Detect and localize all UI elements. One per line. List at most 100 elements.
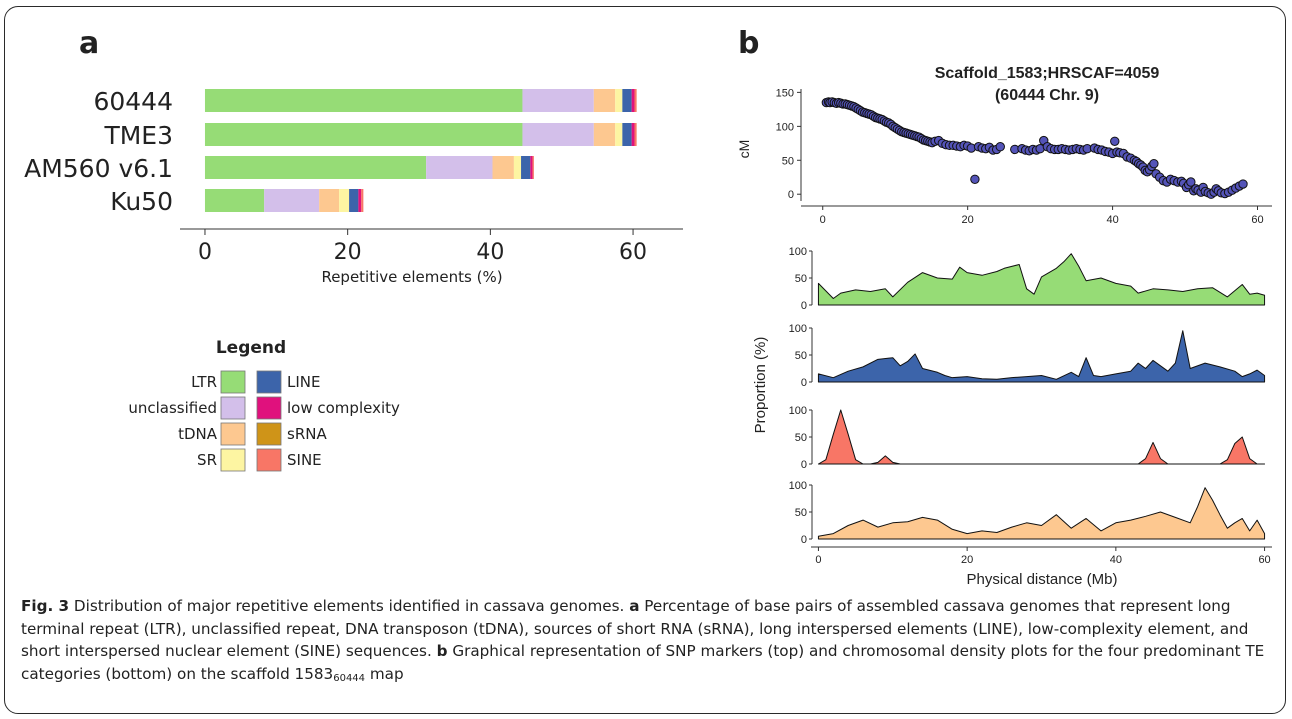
density-sine-y-tick-label-0: 0 <box>801 459 807 471</box>
bar-60444-ltr <box>204 89 523 112</box>
scatter-x-tick-label-60: 60 <box>1251 214 1263 226</box>
panel-a: a 60444 TME3 AM560 v6.1 Ku50 0 20 40 60 Repetit… <box>24 26 683 472</box>
legend-label-unclassified: unclassified <box>128 399 217 417</box>
scatter-y-tick-label-100: 100 <box>776 121 794 133</box>
x-tick-label-60: 60 <box>619 240 647 265</box>
x-tick-label-20: 20 <box>334 240 362 265</box>
scatter-y-tick-label-0: 0 <box>788 189 794 201</box>
density-area-tdna <box>817 487 1266 540</box>
bar-ku50-sine <box>361 189 364 212</box>
scatter-x-tick-label-40: 40 <box>1106 214 1118 226</box>
density-area-ltr <box>817 253 1266 306</box>
bar-tme3-tdna <box>593 123 616 146</box>
bar-60444-unclassified <box>522 89 594 112</box>
density-tdna-y-tick-label-100: 100 <box>789 480 807 492</box>
caption-text-2: Percentage of base pairs of assembled ca… <box>21 597 1249 661</box>
scatter-x-tick-label-0: 0 <box>820 214 826 226</box>
caption-text-4: map <box>365 664 404 683</box>
bar-am560-v6-1-ltr <box>204 156 427 179</box>
legend-label-srna: sRNA <box>287 425 327 443</box>
panel-b-label: b <box>738 26 759 61</box>
caption-subscript: 60444 <box>333 672 366 684</box>
legend-swatch-low-complexity <box>256 396 282 420</box>
bar-tme3-line <box>622 123 632 146</box>
legend-label-ltr: LTR <box>191 373 217 391</box>
bar-am560-v6-1-low-complexity <box>530 156 533 179</box>
caption-fig-label: Fig. 3 <box>21 597 70 615</box>
bar-chart: 60444 TME3 AM560 v6.1 Ku50 0 20 40 60 <box>24 87 683 265</box>
density-y-label: Proportion (%) <box>752 337 769 434</box>
density-line-y-tick-label-0: 0 <box>801 377 807 389</box>
legend-label-low-complexity: low complexity <box>287 399 400 417</box>
legend-label-line: LINE <box>287 373 320 391</box>
legend-swatch-srna <box>256 422 282 446</box>
snp-point-61 <box>970 174 980 184</box>
bar-60444-sr <box>615 89 623 112</box>
bar-am560-v6-1-sr <box>513 156 522 179</box>
legend-swatch-line <box>256 370 282 394</box>
snp-point-95 <box>1110 136 1120 146</box>
figure-frame: a 60444 TME3 AM560 v6.1 Ku50 0 20 40 60 Repetit… <box>4 6 1286 714</box>
category-label-tme3: TME3 <box>103 121 173 150</box>
category-label-ku50: Ku50 <box>110 187 173 216</box>
legend-swatch-sr <box>220 448 246 472</box>
legend-swatch-ltr <box>220 370 246 394</box>
density-ltr-y-tick-label-50: 50 <box>795 273 807 285</box>
density-x-tick-label-20: 20 <box>961 554 973 566</box>
bar-tme3-sine <box>634 123 637 146</box>
bar-ku50-unclassified <box>264 189 320 212</box>
bar-am560-v6-1-tdna <box>492 156 514 179</box>
scatter-y-label: cM <box>736 140 752 159</box>
bar-ku50-tdna <box>319 189 340 212</box>
density-area-line <box>817 330 1266 383</box>
legend-title: Legend <box>216 338 286 358</box>
category-label-am560-v6-1: AM560 v6.1 <box>24 154 173 183</box>
bar-am560-v6-1-sine <box>532 156 534 179</box>
physical-distance-label: Physical distance (Mb) <box>967 571 1118 588</box>
density-sine-y-tick-label-100: 100 <box>789 405 807 417</box>
figure-canvas: a 60444 TME3 AM560 v6.1 Ku50 0 20 40 60 Repetit… <box>24 26 1272 588</box>
legend-swatch-tdna <box>220 422 246 446</box>
snp-point-68 <box>995 141 1005 152</box>
bar-60444-tdna <box>593 89 616 112</box>
snp-point-110 <box>1149 158 1159 169</box>
snp-point-140 <box>1238 179 1248 189</box>
bar-am560-v6-1-unclassified <box>426 156 493 179</box>
density-ltr-y-tick-label-100: 100 <box>789 246 807 258</box>
legend-swatch-unclassified <box>220 396 246 420</box>
density-tdna-y-tick-label-50: 50 <box>795 507 807 519</box>
x-tick-label-0: 0 <box>198 240 212 265</box>
bar-ku50-low-complexity <box>358 189 362 212</box>
bar-tme3-sr <box>615 123 623 146</box>
caption-a-label: a <box>629 597 640 615</box>
scatter-plot: 0 50 100 150 0 20 40 60 <box>776 87 1272 226</box>
bar-tme3-low-complexity <box>631 123 635 146</box>
caption-text-3: Graphical representation of SNP markers … <box>21 642 1265 683</box>
bar-tme3-unclassified <box>522 123 594 146</box>
x-tick-label-40: 40 <box>476 240 504 265</box>
legend: LTR LINE unclassified low complexity tDNA sRN… <box>128 370 400 472</box>
bar-tme3-ltr <box>204 123 523 146</box>
snp-point-122 <box>1186 177 1196 187</box>
bar-ku50-sr <box>339 189 350 212</box>
bar-ku50-ltr <box>204 189 265 212</box>
scatter-y-tick-label-50: 50 <box>782 155 794 167</box>
panel-b: b Scaffold_1583;HRSCAF=4059 (60444 Chr. … <box>736 26 1272 588</box>
panel-a-label: a <box>79 26 99 61</box>
density-area-sine <box>817 409 1266 465</box>
bar-60444-low-complexity <box>631 89 635 112</box>
density-line-y-tick-label-100: 100 <box>789 323 807 335</box>
legend-swatch-sine <box>256 448 282 472</box>
density-line-y-tick-label-50: 50 <box>795 350 807 362</box>
bar-60444-line <box>622 89 632 112</box>
scatter-title-line2: (60444 Chr. 9) <box>995 87 1099 104</box>
x-axis-label: Repetitive elements (%) <box>321 268 502 286</box>
density-plots: 0 50 100 0 50 100 0 50 100 0 50 100 0 20 40 60 <box>789 246 1272 566</box>
legend-label-tdna: tDNA <box>178 425 218 443</box>
scatter-title-line1: Scaffold_1583;HRSCAF=4059 <box>935 65 1160 82</box>
bar-ku50-line <box>349 189 359 212</box>
bar-am560-v6-1-line <box>521 156 531 179</box>
caption-text-1: Distribution of major repetitive element… <box>69 597 630 615</box>
legend-label-sr: SR <box>197 451 217 469</box>
scatter-x-tick-label-20: 20 <box>962 214 974 226</box>
